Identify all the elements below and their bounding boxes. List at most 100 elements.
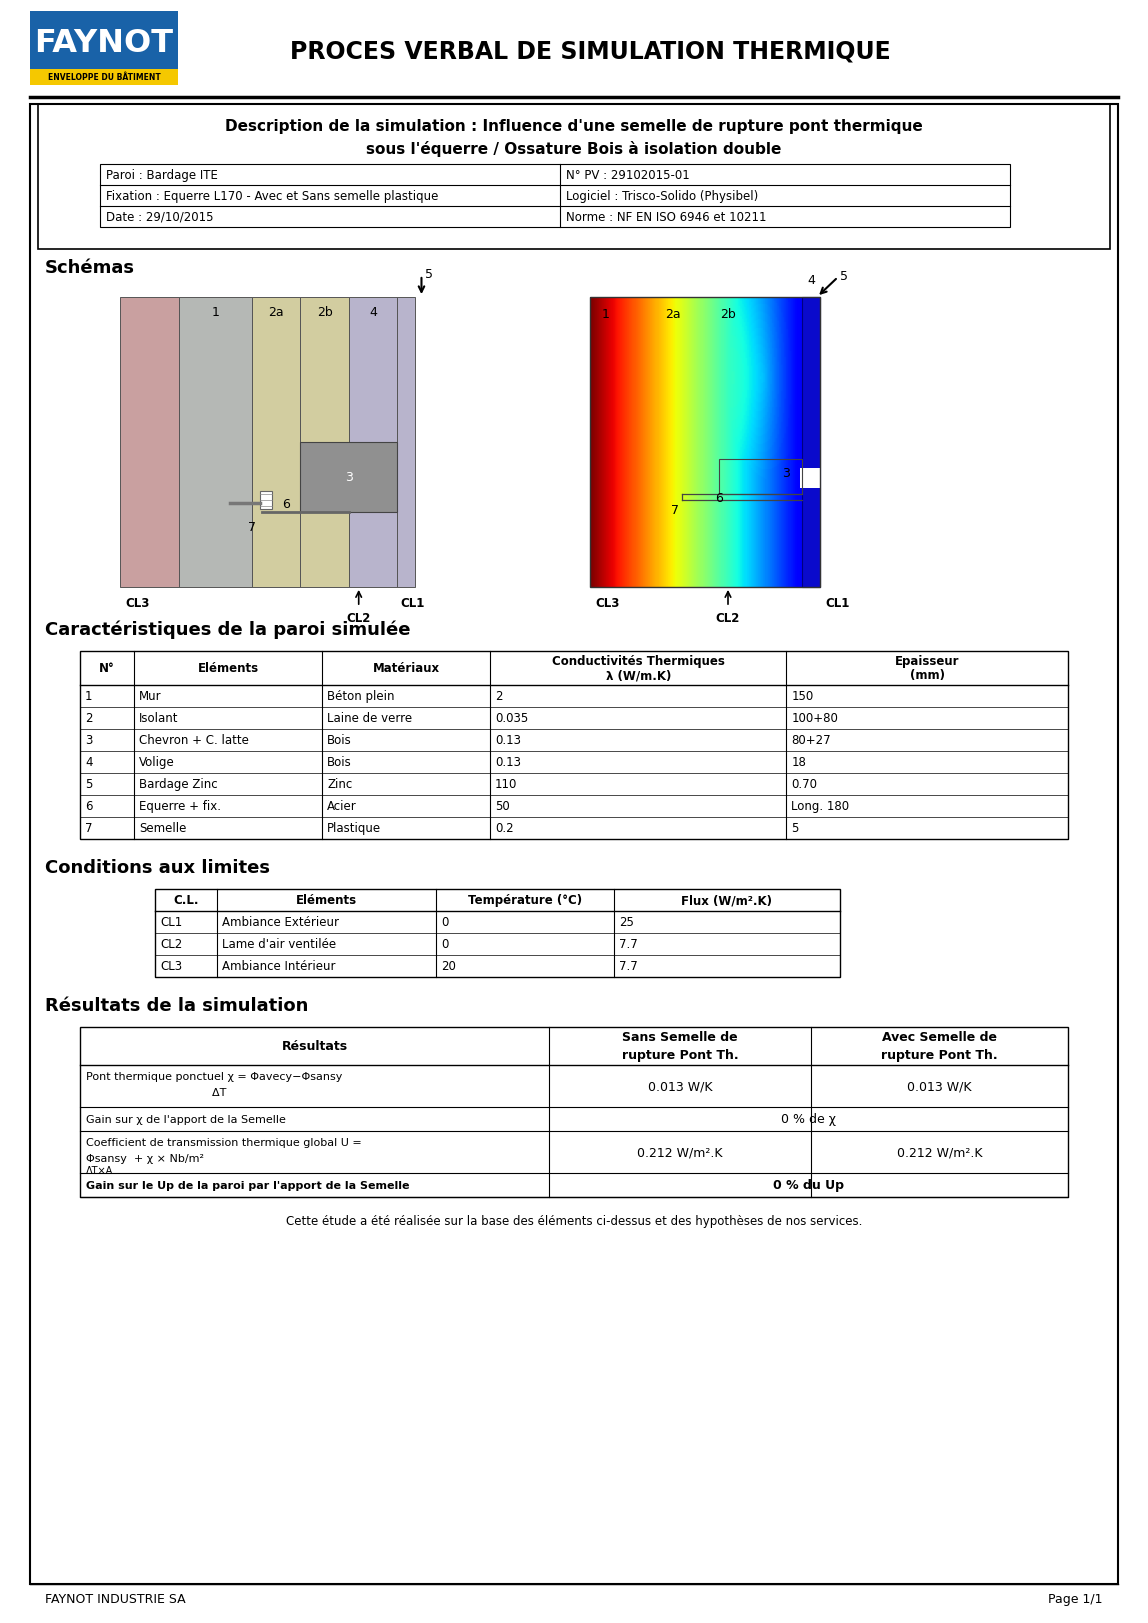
Text: FAYNOT: FAYNOT [34, 28, 173, 58]
Text: 0.013 W/K: 0.013 W/K [647, 1079, 713, 1092]
Text: 0.70: 0.70 [791, 777, 817, 790]
Text: C.L.: C.L. [173, 894, 199, 907]
Bar [155, 889, 840, 977]
Text: CL3: CL3 [595, 597, 620, 610]
Text: 0.13: 0.13 [495, 734, 521, 747]
Text: 5: 5 [791, 821, 799, 834]
Text: Semelle: Semelle [139, 821, 187, 834]
Text: 6: 6 [85, 800, 93, 813]
Text: CL2: CL2 [347, 612, 371, 625]
Bar [179, 297, 251, 588]
Text: Fixation : Equerre L170 - Avec et Sans semelle plastique: Fixation : Equerre L170 - Avec et Sans s… [106, 190, 439, 203]
Text: Cette étude a été réalisée sur la base des éléments ci-dessus et des hypothèses : Cette étude a été réalisée sur la base d… [286, 1214, 862, 1227]
Text: Sans Semelle de: Sans Semelle de [622, 1031, 738, 1044]
Text: 0: 0 [441, 938, 448, 951]
Text: Epaisseur: Epaisseur [895, 656, 960, 669]
Bar [802, 297, 820, 588]
Text: 1: 1 [602, 307, 610, 320]
Text: 5: 5 [426, 268, 434, 281]
Text: Page 1/1: Page 1/1 [1048, 1592, 1103, 1605]
Text: CL2: CL2 [716, 612, 740, 625]
Text: Bois: Bois [327, 734, 351, 747]
Text: 1: 1 [85, 690, 93, 703]
Bar [30, 70, 178, 86]
Text: N° PV : 29102015-01: N° PV : 29102015-01 [566, 169, 690, 182]
Bar [259, 492, 272, 510]
Text: Chevron + C. latte: Chevron + C. latte [139, 734, 249, 747]
Text: Laine de verre: Laine de verre [327, 712, 412, 725]
Text: Eléments: Eléments [296, 894, 357, 907]
Text: 2b: 2b [317, 305, 333, 318]
Bar [121, 297, 179, 588]
Text: 18: 18 [791, 756, 806, 769]
Text: 0 % de χ: 0 % de χ [781, 1113, 836, 1126]
Text: Eléments: Eléments [197, 662, 258, 675]
Text: Résultats de la simulation: Résultats de la simulation [45, 997, 309, 1014]
Text: FAYNOT INDUSTRIE SA: FAYNOT INDUSTRIE SA [45, 1592, 186, 1605]
Text: 0 % du Up: 0 % du Up [773, 1178, 844, 1191]
Bar [300, 297, 349, 588]
Bar [300, 443, 397, 513]
Bar [38, 105, 1110, 250]
Text: Pont thermique ponctuel χ = Φavecy−Φsansy: Pont thermique ponctuel χ = Φavecy−Φsans… [86, 1071, 342, 1081]
Text: 6: 6 [281, 498, 289, 511]
Text: 3: 3 [782, 467, 790, 480]
Text: Résultats: Résultats [281, 1040, 348, 1053]
Text: 6: 6 [715, 492, 723, 505]
Text: 50: 50 [495, 800, 510, 813]
Text: Gain sur χ de l'apport de la Semelle: Gain sur χ de l'apport de la Semelle [86, 1115, 286, 1125]
Text: Bois: Bois [327, 756, 351, 769]
Text: Date : 29/10/2015: Date : 29/10/2015 [106, 211, 214, 224]
Text: 4: 4 [370, 305, 378, 318]
Text: Norme : NF EN ISO 6946 et 10211: Norme : NF EN ISO 6946 et 10211 [566, 211, 767, 224]
Text: 7: 7 [672, 505, 680, 518]
Text: CL3: CL3 [125, 597, 149, 610]
Text: Equerre + fix.: Equerre + fix. [139, 800, 222, 813]
Text: rupture Pont Th.: rupture Pont Th. [882, 1048, 998, 1061]
Text: Bardage Zinc: Bardage Zinc [139, 777, 218, 790]
Text: 2: 2 [85, 712, 93, 725]
Text: 100+80: 100+80 [791, 712, 838, 725]
Text: Φsansy  + χ × Nb/m²: Φsansy + χ × Nb/m² [86, 1154, 204, 1164]
Text: Conductivités Thermiques: Conductivités Thermiques [552, 656, 724, 669]
Text: 0.212 W/m².K: 0.212 W/m².K [637, 1146, 723, 1159]
Text: 0.013 W/K: 0.013 W/K [907, 1079, 972, 1092]
Text: PROCES VERBAL DE SIMULATION THERMIQUE: PROCES VERBAL DE SIMULATION THERMIQUE [289, 41, 891, 63]
Text: 3: 3 [344, 471, 352, 484]
Text: Ambiance Intérieur: Ambiance Intérieur [222, 959, 335, 972]
Text: 5: 5 [840, 269, 848, 282]
Text: CL1: CL1 [825, 597, 850, 610]
Bar [719, 459, 802, 495]
Text: Paroi : Bardage ITE: Paroi : Bardage ITE [106, 169, 218, 182]
Text: Flux (W/m².K): Flux (W/m².K) [682, 894, 773, 907]
Text: N°: N° [99, 662, 115, 675]
Text: Ambiance Extérieur: Ambiance Extérieur [222, 915, 339, 928]
Bar [590, 297, 820, 588]
Text: 20: 20 [441, 959, 456, 972]
Text: Logiciel : Trisco-Solido (Physibel): Logiciel : Trisco-Solido (Physibel) [566, 190, 758, 203]
Text: sous l'équerre / Ossature Bois à isolation double: sous l'équerre / Ossature Bois à isolati… [366, 141, 782, 157]
Text: 25: 25 [619, 915, 634, 928]
Text: Plastique: Plastique [327, 821, 381, 834]
Text: Mur: Mur [139, 690, 162, 703]
Text: 150: 150 [791, 690, 814, 703]
Text: 0.13: 0.13 [495, 756, 521, 769]
Text: Coefficient de transmission thermique global U =: Coefficient de transmission thermique gl… [86, 1138, 362, 1147]
Text: 5: 5 [85, 777, 92, 790]
Text: λ (W/m.K): λ (W/m.K) [605, 669, 670, 682]
Text: Conditions aux limites: Conditions aux limites [45, 859, 270, 876]
Text: 80+27: 80+27 [791, 734, 831, 747]
Bar [397, 297, 414, 588]
Text: CL1: CL1 [160, 915, 183, 928]
Text: Zinc: Zinc [327, 777, 352, 790]
Text: ΔT: ΔT [86, 1087, 226, 1097]
Text: Volige: Volige [139, 756, 176, 769]
Text: 4: 4 [85, 756, 93, 769]
Text: 3: 3 [85, 734, 92, 747]
Text: Béton plein: Béton plein [327, 690, 395, 703]
Text: 4: 4 [807, 273, 815, 286]
Text: CL3: CL3 [160, 959, 183, 972]
Text: ΔT×A: ΔT×A [86, 1165, 114, 1175]
Text: 7: 7 [85, 821, 93, 834]
Text: Avec Semelle de: Avec Semelle de [882, 1031, 998, 1044]
